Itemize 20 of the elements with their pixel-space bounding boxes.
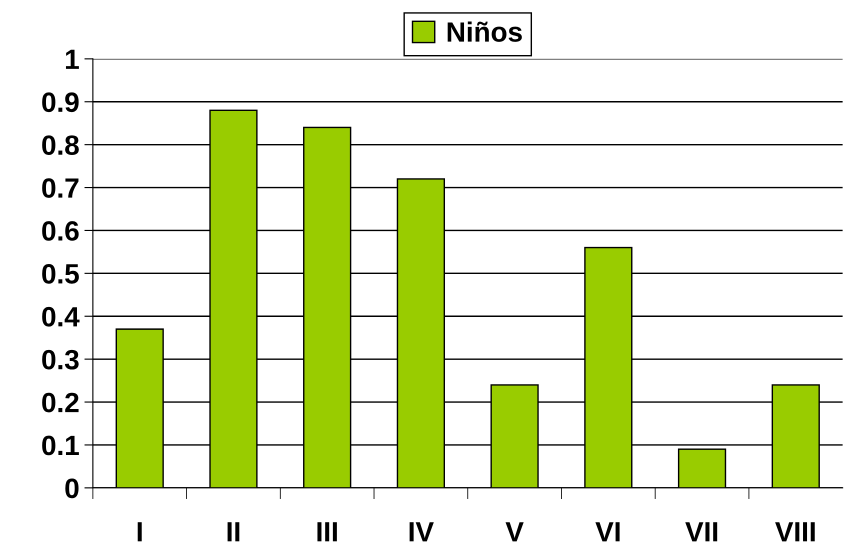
x-tick-label: VI bbox=[595, 522, 620, 542]
x-tick-label: V bbox=[506, 522, 524, 542]
y-tick-label: 0.5 bbox=[42, 264, 79, 284]
x-tick-label: I bbox=[138, 522, 142, 542]
y-tick-label: 0.1 bbox=[42, 436, 79, 456]
y-tick-label: 0.6 bbox=[42, 221, 79, 241]
y-tick-label: 0.9 bbox=[42, 92, 79, 112]
x-tick-label: VIII bbox=[775, 522, 815, 542]
y-tick-label: 0.2 bbox=[42, 392, 79, 412]
x-tick-label: IV bbox=[410, 522, 434, 542]
legend-label: Niños bbox=[448, 21, 522, 42]
y-tick-label: 0.3 bbox=[42, 350, 79, 370]
y-tick-label: 0 bbox=[65, 478, 79, 498]
x-tick-label: II bbox=[228, 522, 240, 542]
x-tick-label: VII bbox=[685, 522, 718, 542]
x-tick-label: III bbox=[317, 522, 337, 542]
y-tick-label: 0.8 bbox=[42, 135, 79, 155]
y-tick-label: 0.4 bbox=[42, 306, 80, 327]
y-tick-label: 0.7 bbox=[42, 178, 78, 198]
y-tick-label: 1 bbox=[66, 50, 79, 69]
